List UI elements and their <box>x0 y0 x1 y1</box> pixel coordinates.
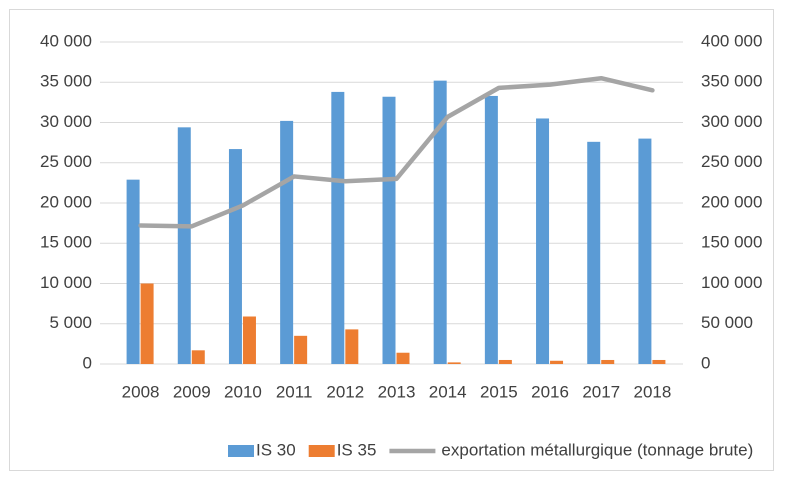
y-tick-label: 20 000 <box>40 192 92 211</box>
bar <box>396 352 410 364</box>
y2-tick-label: 100 000 <box>701 273 762 292</box>
bar <box>228 149 242 364</box>
bar <box>242 316 256 364</box>
y-tick-label: 35 000 <box>40 72 92 91</box>
bar <box>126 179 140 364</box>
legend-label: IS 30 <box>256 440 296 459</box>
x-tick-label: 2009 <box>173 382 211 401</box>
legend-label: IS 35 <box>337 440 377 459</box>
bar <box>587 141 601 364</box>
y2-tick-label: 250 000 <box>701 152 762 171</box>
y2-tick-label: 200 000 <box>701 192 762 211</box>
bar <box>498 359 512 364</box>
bar <box>177 127 191 364</box>
line <box>138 75 655 229</box>
x-tick-label: 2011 <box>276 382 313 401</box>
x-tick-label: 2014 <box>429 382 467 401</box>
y-tick-label: 30 000 <box>40 112 92 131</box>
x-tick-label: 2013 <box>378 382 416 401</box>
y2-tick-label: 300 000 <box>701 112 762 131</box>
bar <box>433 80 447 364</box>
bar <box>382 96 396 365</box>
bar <box>484 95 498 364</box>
y-tick-label: 40 000 <box>40 31 92 50</box>
x-tick-label: 2012 <box>326 382 364 401</box>
bar <box>191 350 205 364</box>
y2-tick-label: 400 000 <box>701 31 762 50</box>
bar <box>601 359 615 364</box>
bar <box>536 118 550 364</box>
y2-tick-label: 350 000 <box>701 72 762 91</box>
y2-tick-label: 50 000 <box>701 313 753 332</box>
legend-label: exportation métallurgique (tonnage brute… <box>441 440 753 459</box>
x-tick-label: 2010 <box>224 382 262 401</box>
bar <box>140 283 154 364</box>
legend-swatch <box>228 445 254 457</box>
legend-swatch <box>308 445 335 457</box>
y-tick-label: 15 000 <box>40 233 92 252</box>
y-tick-label: 25 000 <box>40 152 92 171</box>
x-tick-label: 2016 <box>531 382 569 401</box>
y-tick-label: 10 000 <box>40 273 92 292</box>
x-tick-label: 2018 <box>633 382 671 401</box>
y-tick-label: 0 <box>83 353 92 372</box>
bar <box>280 120 294 364</box>
bar <box>345 329 359 364</box>
x-tick-label: 2008 <box>122 382 160 401</box>
x-tick-label: 2017 <box>582 382 620 401</box>
bar <box>294 335 308 364</box>
bar <box>550 360 564 364</box>
bar <box>652 359 666 364</box>
bar <box>331 91 345 364</box>
bar <box>447 362 461 364</box>
y2-tick-label: 150 000 <box>701 233 762 252</box>
y-tick-label: 5 000 <box>49 313 92 332</box>
x-tick-label: 2015 <box>480 382 518 401</box>
bar <box>638 138 652 364</box>
y2-tick-label: 0 <box>701 353 710 372</box>
